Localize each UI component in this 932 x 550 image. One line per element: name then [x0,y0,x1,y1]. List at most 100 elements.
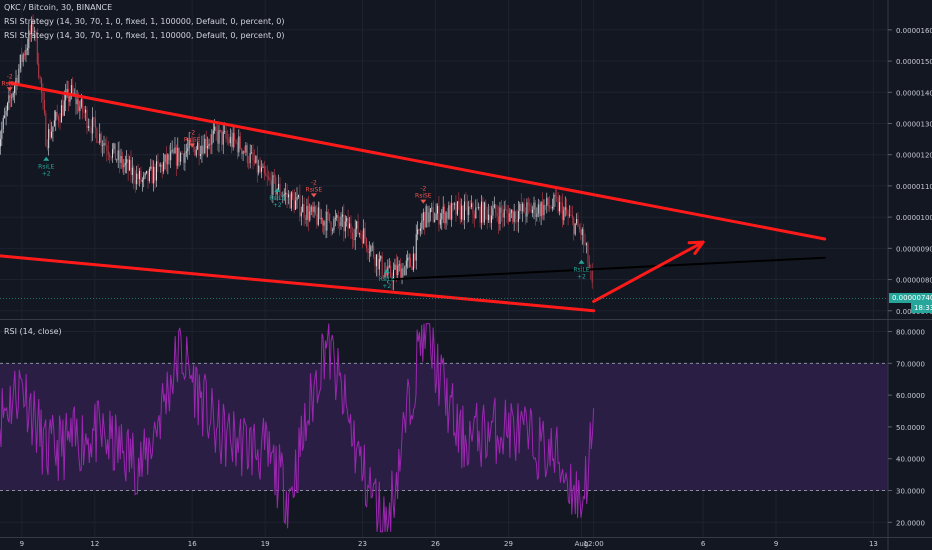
candle-body [140,170,142,182]
candle-body [200,154,202,156]
short-signal-label: RsiSE [306,186,323,193]
candle-body [63,100,65,116]
candle-body [236,141,238,153]
candle-body [273,175,275,178]
candle-body [455,203,457,215]
rsi-panel-title[interactable]: RSI (14, close) [4,327,62,336]
rsi-axis-tick[interactable]: 50.0000 [896,424,925,432]
candle-body [394,264,396,270]
candle-body [428,212,430,223]
time-axis-tick[interactable]: 9 [774,540,778,548]
candle-body [561,202,563,221]
time-axis-tick[interactable]: 29 [504,540,513,548]
candle-body [451,203,453,220]
time-axis-tick[interactable]: Aug [575,540,589,548]
candle-body [513,211,515,222]
candle-body [5,110,7,116]
candle-body [194,146,196,156]
candle-body [415,234,417,261]
candle-body [124,162,126,166]
candle-body [543,205,545,216]
time-axis-tick[interactable]: 6 [701,540,706,548]
time-axis-tick[interactable]: 19 [261,540,270,548]
candle-body [486,209,488,221]
candle-body [229,136,231,144]
strategy-legend-1[interactable]: RSI Strategy (14, 30, 70, 1, 0, fixed, 1… [4,17,285,26]
candle-body [171,149,173,152]
candle-body [425,206,427,228]
candle-body [503,209,505,218]
trendline-1[interactable] [0,254,596,313]
rsi-band-group [0,362,888,491]
drawings-group[interactable] [0,81,827,313]
candle-body [435,213,437,220]
candle-body [523,203,525,213]
candle-body [231,136,233,148]
candle-body [32,20,34,32]
candle-body [8,95,10,103]
candle-body [255,155,257,163]
candle-body [358,233,360,235]
candle-body [285,192,287,195]
arrow-shaft[interactable] [592,240,705,303]
long-signal-label: RsiLE [38,164,54,171]
candle-body [324,221,326,231]
rsi-axis-tick[interactable]: 30.0000 [896,487,925,495]
long-signal-label: RsiLE [573,267,589,274]
time-axis-tick[interactable]: 12 [90,540,99,548]
time-axis-tick[interactable]: 12:00 [584,540,604,548]
strategy-legend-2[interactable]: RSI Strategy (14, 30, 70, 1, 0, fixed, 1… [4,31,285,40]
candle-body [97,142,99,144]
rsi-axis-tick[interactable]: 40.0000 [896,456,925,464]
candle-body [258,165,260,173]
candle-body [7,102,9,111]
candle-body [346,218,348,222]
trendline-2[interactable] [385,256,826,281]
candle-body [217,131,219,144]
candle-body [188,139,190,149]
candle-body [510,209,512,214]
candle-body [469,206,471,208]
trendline-0[interactable] [8,81,827,241]
candle-body [239,136,241,149]
candle-body [113,143,115,150]
time-axis-tick[interactable]: 13 [869,540,878,548]
candle-body [302,203,304,213]
candle-body [218,130,220,144]
candle-body [336,215,338,218]
candle-body [292,192,294,198]
price-axis-tick[interactable]: 0.00000800 [896,277,932,285]
time-axis-tick[interactable]: 16 [188,540,197,548]
short-signal-arrow-icon [310,193,317,198]
candle-body [397,265,399,275]
candle-body [533,202,535,210]
candle-body [28,30,30,49]
arrow-head[interactable] [687,240,705,255]
candle-body [537,204,539,214]
candle-body [385,272,387,276]
time-axis-tick[interactable]: 23 [358,540,367,548]
rsi-axis-tick[interactable]: 70.0000 [896,360,925,368]
candle-body [310,206,312,212]
candle-body [439,219,441,225]
candle-body [458,201,460,204]
candle-body [496,212,498,217]
rsi-axis-tick[interactable]: 80.0000 [896,329,925,337]
symbol-title[interactable]: QKC / Bitcoin, 30, BINANCE [4,3,113,12]
rsi-axis-tick[interactable]: 60.0000 [896,392,925,400]
candle-body [560,202,562,203]
time-axis-tick[interactable]: 26 [431,540,440,548]
rsi-axis-tick[interactable]: 20.0000 [896,519,925,527]
time-axis-tick[interactable]: 9 [20,540,24,548]
candle-body [314,206,316,215]
